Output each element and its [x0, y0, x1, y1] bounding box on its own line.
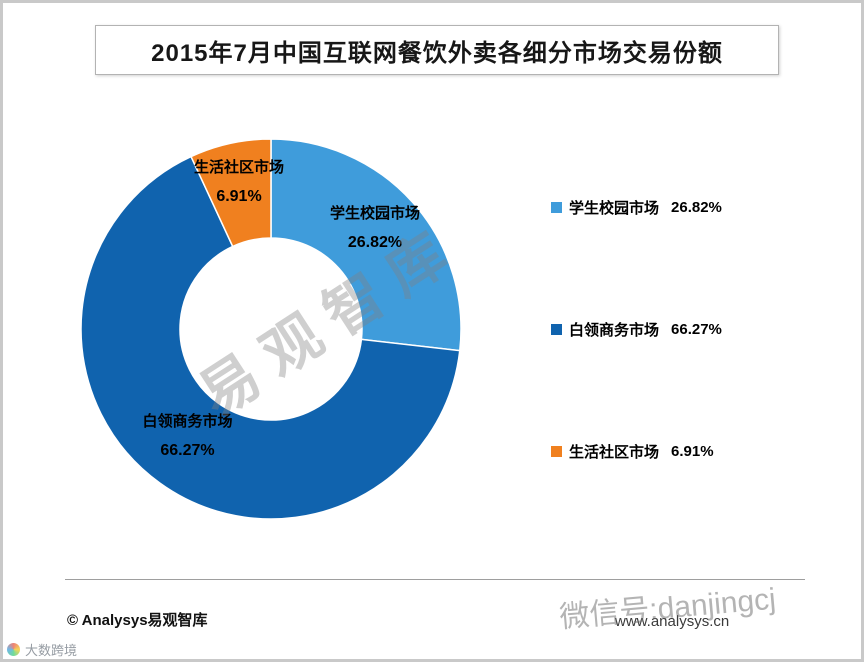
slice-label-business-name: 白领商务市场: [142, 413, 233, 430]
slice-label-student-name: 学生校园市场: [329, 205, 420, 222]
chart-legend: 学生校园市场 26.82% 白领商务市场 66.27% 生活社区市场 6.91%: [551, 197, 722, 563]
slice-label-business: 白领商务市场 66.27%: [105, 413, 270, 461]
slice-label-business-value: 66.27%: [160, 442, 215, 460]
corner-logo-icon: [7, 643, 20, 656]
donut-slice-1: [270, 138, 462, 352]
legend-value-student: 26.82%: [671, 198, 722, 216]
legend-value-business: 66.27%: [671, 320, 722, 338]
footer-divider: [65, 579, 805, 580]
legend-swatch-community: [551, 445, 562, 457]
legend-swatch-student: [551, 201, 562, 213]
donut-slice-3: [190, 138, 272, 248]
slice-label-community-name: 生活社区市场: [193, 159, 284, 176]
legend-swatch-business: [551, 323, 562, 335]
slice-label-community-value: 6.91%: [216, 188, 262, 206]
corner-watermark-text: 大数跨境: [25, 643, 78, 658]
corner-watermark: 大数跨境: [7, 640, 77, 659]
chart-title: 2015年7月中国互联网餐饮外卖各细分市场交易份额: [95, 25, 779, 75]
legend-item-student: 学生校园市场 26.82%: [551, 197, 722, 217]
slice-label-student-value: 26.82%: [347, 234, 403, 252]
legend-label-student: 学生校园市场: [569, 199, 660, 217]
donut-slice-2: [80, 155, 461, 520]
donut-chart: [80, 138, 462, 520]
website-text: www.analysys.cn: [615, 613, 730, 630]
legend-item-business: 白领商务市场 66.27%: [551, 319, 722, 339]
legend-label-business: 白领商务市场: [569, 321, 660, 339]
copyright-text: © Analysys易观智库: [67, 612, 208, 629]
slice-label-student: 学生校园市场 26.82%: [295, 205, 455, 253]
legend-label-community: 生活社区市场: [569, 443, 660, 461]
slice-label-community: 生活社区市场 6.91%: [155, 159, 323, 207]
legend-item-community: 生活社区市场 6.91%: [551, 441, 722, 461]
legend-value-community: 6.91%: [671, 442, 714, 460]
